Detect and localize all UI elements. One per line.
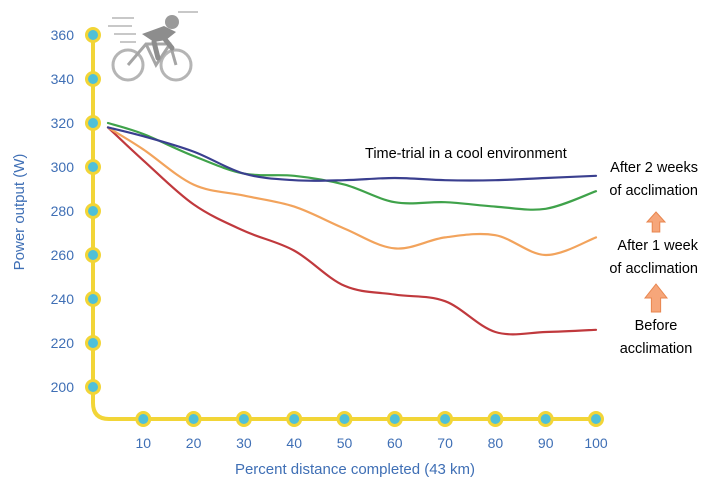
tick-labels: 200 220 240 260 280 300 320 340 360 10 20 30 40 50 60 7… (51, 27, 608, 451)
series-line-3 (106, 126, 598, 336)
y-axis-marker (85, 27, 101, 43)
axis-markers (85, 27, 604, 427)
x-axis-marker (537, 411, 554, 427)
cyclist-icon (108, 11, 198, 82)
annotation-one-week-line-1: After 1 week (617, 238, 698, 254)
y-axis-marker (85, 115, 101, 131)
up-arrow-icon (643, 283, 669, 313)
annotation-one-week-line-2: of acclimation (609, 261, 698, 277)
y-tick-label: 340 (51, 71, 75, 87)
x-tick-label: 30 (236, 435, 252, 451)
y-axis-marker (85, 71, 101, 87)
y-tick-label: 240 (51, 291, 75, 307)
annotation-two-weeks-line-2: of acclimation (609, 183, 698, 199)
annotation-one-week: After 1 week of acclimation (609, 238, 698, 277)
x-tick-label: 40 (286, 435, 302, 451)
y-axis-marker (85, 379, 101, 395)
y-axis-marker (85, 203, 101, 219)
y-tick-label: 220 (51, 335, 75, 351)
x-axis-marker (487, 411, 504, 427)
x-axis-marker (386, 411, 403, 427)
x-axis-marker (135, 411, 152, 427)
y-tick-label: 320 (51, 115, 75, 131)
annotation-cool-line-1: Time-trial in a cool environment (365, 146, 567, 162)
x-axis-marker (286, 411, 303, 427)
annotation-two-weeks: After 2 weeks of acclimation (609, 160, 698, 199)
x-axis-title: Percent distance completed (43 km) (235, 461, 475, 478)
x-tick-label: 80 (488, 435, 504, 451)
annotation-before: Before acclimation (620, 318, 693, 357)
x-axis-marker (235, 411, 252, 427)
up-arrow-icon (645, 211, 667, 233)
annotation-two-weeks-line-1: After 2 weeks (610, 160, 698, 176)
x-tick-label: 20 (186, 435, 202, 451)
x-tick-label: 70 (437, 435, 453, 451)
x-axis-marker (437, 411, 454, 427)
series-line-0 (106, 126, 598, 182)
y-axis-marker (85, 159, 101, 175)
y-tick-label: 360 (51, 27, 75, 43)
x-tick-label: 50 (337, 435, 353, 451)
series-layer (106, 121, 598, 336)
x-axis-marker (336, 411, 353, 427)
x-tick-label: 60 (387, 435, 403, 451)
progress-arrows (643, 211, 669, 313)
x-axis-marker (588, 411, 604, 427)
x-tick-label: 10 (136, 435, 152, 451)
y-tick-label: 260 (51, 247, 75, 263)
annotation-before-line-2: acclimation (620, 341, 693, 357)
y-tick-label: 200 (51, 379, 75, 395)
x-tick-label: 90 (538, 435, 554, 451)
axes (91, 35, 596, 421)
annotation-before-line-1: Before (635, 318, 678, 334)
x-axis-marker (185, 411, 202, 427)
axis-line (91, 35, 596, 421)
y-axis-marker (85, 291, 101, 307)
y-axis-marker (85, 247, 101, 263)
y-axis-marker (85, 335, 101, 351)
y-tick-label: 280 (51, 203, 75, 219)
y-tick-label: 300 (51, 159, 75, 175)
y-axis-title: Power output (W) (11, 154, 28, 271)
annotation-cool: Time-trial in a cool environment (365, 146, 567, 162)
x-tick-label: 100 (584, 435, 608, 451)
series-line-2 (106, 126, 598, 257)
series-line-1 (106, 121, 598, 211)
